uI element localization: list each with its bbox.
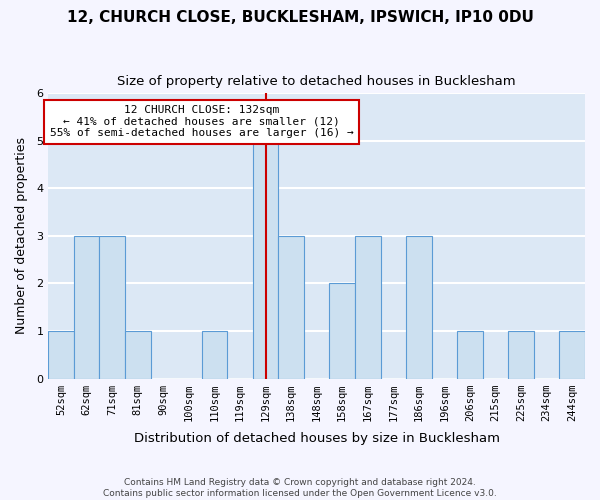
Bar bbox=[457, 331, 483, 378]
Bar bbox=[278, 236, 304, 378]
Bar bbox=[100, 236, 125, 378]
Bar bbox=[508, 331, 534, 378]
Text: 12, CHURCH CLOSE, BUCKLESHAM, IPSWICH, IP10 0DU: 12, CHURCH CLOSE, BUCKLESHAM, IPSWICH, I… bbox=[67, 10, 533, 25]
Y-axis label: Number of detached properties: Number of detached properties bbox=[15, 138, 28, 334]
X-axis label: Distribution of detached houses by size in Bucklesham: Distribution of detached houses by size … bbox=[134, 432, 500, 445]
Bar bbox=[202, 331, 227, 378]
Bar bbox=[49, 331, 74, 378]
Bar bbox=[406, 236, 431, 378]
Bar bbox=[125, 331, 151, 378]
Bar bbox=[253, 141, 278, 378]
Title: Size of property relative to detached houses in Bucklesham: Size of property relative to detached ho… bbox=[118, 75, 516, 88]
Bar bbox=[355, 236, 380, 378]
Bar bbox=[559, 331, 585, 378]
Bar bbox=[329, 284, 355, 378]
Text: Contains HM Land Registry data © Crown copyright and database right 2024.
Contai: Contains HM Land Registry data © Crown c… bbox=[103, 478, 497, 498]
Text: 12 CHURCH CLOSE: 132sqm
← 41% of detached houses are smaller (12)
55% of semi-de: 12 CHURCH CLOSE: 132sqm ← 41% of detache… bbox=[50, 106, 353, 138]
Bar bbox=[74, 236, 100, 378]
